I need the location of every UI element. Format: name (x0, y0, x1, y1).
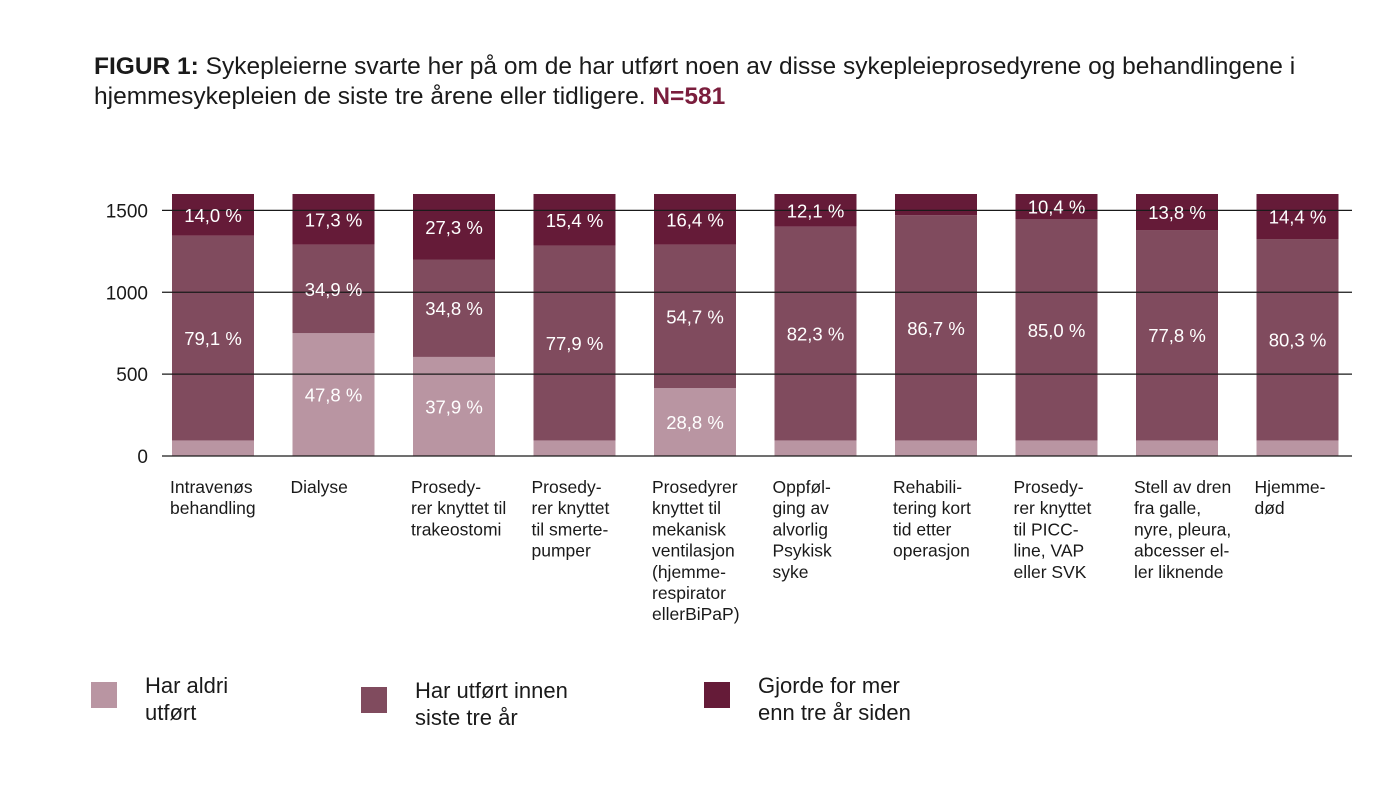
category-label: Dialyse (291, 477, 348, 497)
y-tick-label: 1000 (106, 283, 148, 304)
legend-label-within3: Har utført innen siste tre år (415, 678, 568, 730)
legend-label-never: Har aldri utført (145, 673, 229, 725)
data-label: 80,3 % (1269, 330, 1327, 351)
bar-segment (1015, 219, 1098, 441)
bar-segment (292, 194, 375, 245)
bars (172, 194, 1339, 456)
data-label: 16,4 % (666, 209, 724, 230)
bar-segment (895, 215, 977, 441)
bar-labels: 79,1 % 14,0 % 47,8 % 34,9 % 17,3 % 37,9 % 34,8… (184, 197, 1326, 433)
bar-segment (774, 440, 857, 456)
chart-title: FIGUR 1: Sykepleierne svarte her på om d… (94, 52, 1344, 112)
data-label: 14,0 % (184, 205, 242, 226)
bar-segment (1136, 194, 1218, 231)
y-tick-label: 0 (137, 447, 148, 468)
bar-segment (1015, 440, 1098, 456)
bar-segment (413, 259, 495, 357)
bar-segment (292, 244, 375, 334)
sample-size: N=581 (652, 83, 726, 110)
bar-segment (1256, 194, 1339, 240)
bar-segment (895, 440, 977, 456)
bar-segment (172, 235, 254, 441)
bar-segment (1256, 440, 1339, 456)
legend-swatch-never (91, 682, 117, 708)
data-label: 17,3 % (305, 209, 363, 230)
bar-segment (654, 388, 736, 456)
category-label: Stell av dren fra galle, nyre, pleura, abce… (1134, 477, 1231, 582)
category-label: Intravenøs behandling (170, 477, 256, 518)
bar-segment (172, 194, 254, 236)
legend-swatch-within3 (361, 687, 387, 713)
category-label: Prosedy-rer knyttet til trakeostomi (411, 477, 506, 539)
bar-segment (413, 356, 495, 456)
category-label: Prosedy-rer knyttet til smerte-pumper (532, 477, 610, 561)
data-label: 77,8 % (1148, 325, 1206, 346)
bar-segment (1015, 194, 1098, 220)
data-label: 86,7 % (907, 318, 965, 339)
bar-segment (654, 194, 736, 245)
data-label: 14,4 % (1269, 207, 1327, 228)
legend-item-over3: Gjorde for mer enn tre år siden (704, 672, 911, 726)
legend-item-within3: Har utført innen siste tre år (361, 677, 568, 731)
data-label: 15,4 % (546, 210, 604, 231)
data-label: 54,7 % (666, 306, 724, 327)
category-label: Rehabili-tering kort tid etter operasjon (893, 477, 971, 561)
legend-label-over3: Gjorde for mer enn tre år siden (758, 673, 911, 725)
bar-segment (774, 226, 857, 441)
y-tick-label: 500 (116, 365, 148, 386)
data-label: 10,4 % (1028, 197, 1086, 218)
y-tick-label: 1500 (106, 201, 148, 222)
data-label: 77,9 % (546, 333, 604, 354)
category-label: Prosedy-rer knyttet til PICC-line, VAP ell… (1014, 477, 1092, 582)
data-label: 13,8 % (1148, 202, 1206, 223)
bar-segment (413, 194, 495, 260)
data-label: 27,3 % (425, 217, 483, 238)
data-label: 85,0 % (1028, 320, 1086, 341)
bar-segment (1136, 230, 1218, 441)
figure-label: FIGUR 1: (94, 53, 199, 80)
title-text: Sykepleierne svarte her på om de har utf… (94, 53, 1296, 110)
bar-segment (1136, 440, 1218, 456)
legend-swatch-over3 (704, 682, 730, 708)
bar-segment (533, 194, 616, 246)
bar-segment (172, 440, 254, 456)
data-label: 28,8 % (666, 412, 724, 433)
data-label: 12,1 % (787, 200, 845, 221)
data-label: 79,1 % (184, 328, 242, 349)
bar-segment (1256, 239, 1339, 441)
bar-segment (292, 333, 375, 456)
data-label: 34,8 % (425, 298, 483, 319)
bar-segment (895, 194, 977, 216)
stacked-bar-chart: 0 500 1000 1500 Intravenøs behandling Dialyse P… (106, 194, 1352, 624)
data-label: 37,9 % (425, 396, 483, 417)
category-label: Prosedyrer knyttet til mekanisk ventilasjon… (652, 477, 740, 624)
category-label: Hjemme-død (1255, 477, 1326, 518)
category-label: Oppføl-ging av alvorlig Psykisk syke (773, 477, 833, 582)
bar-segment (654, 244, 736, 389)
data-label: 34,9 % (305, 279, 363, 300)
data-label: 47,8 % (305, 385, 363, 406)
data-label: 82,3 % (787, 324, 845, 345)
bar-segment (533, 440, 616, 456)
legend-item-never: Har aldri utført (91, 672, 228, 726)
bar-segment (533, 245, 616, 441)
